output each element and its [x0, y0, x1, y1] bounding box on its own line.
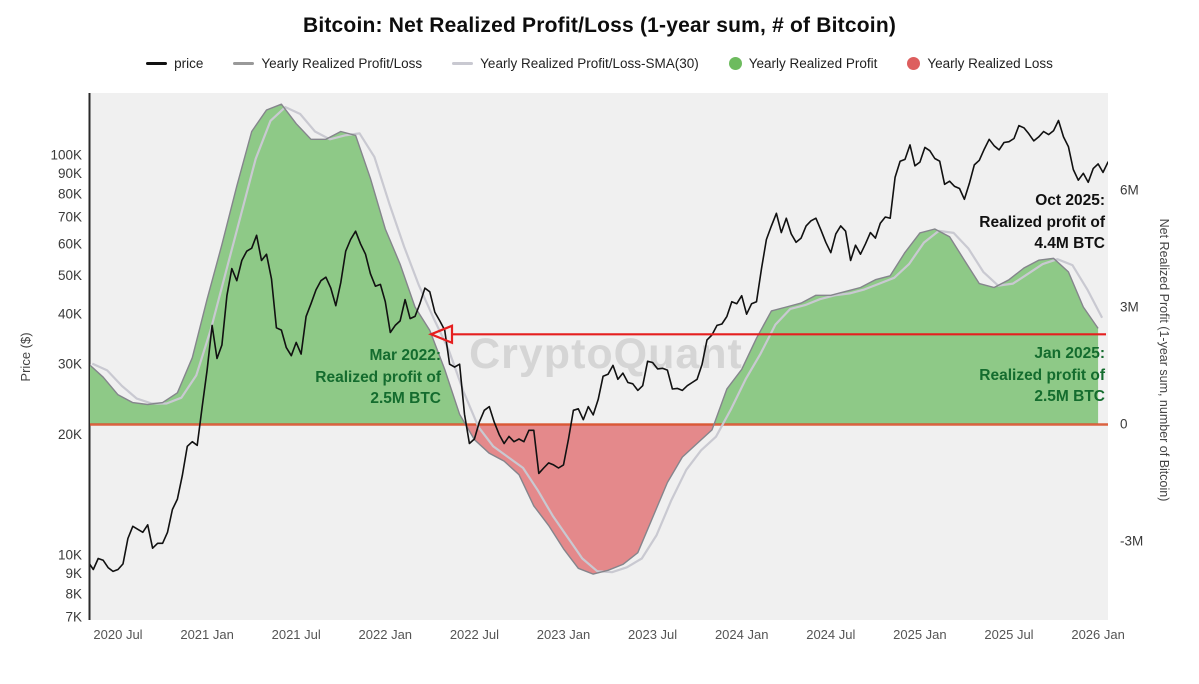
- legend-line-icon: [233, 62, 255, 65]
- legend-line-icon: [452, 62, 474, 65]
- y-left-tick: 90K: [58, 166, 82, 181]
- legend-item-yearly-realized-profit-loss[interactable]: Yearly Realized Profit/Loss: [233, 56, 422, 71]
- annotation-oct-2025: Oct 2025: Realized profit of 4.4M BTC: [979, 192, 1105, 252]
- legend-label: Yearly Realized Profit/Loss-SMA(30): [480, 56, 699, 71]
- nrpl-sma-line: [91, 105, 1104, 574]
- legend-line-icon: [146, 62, 168, 65]
- x-tick: 2023 Jan: [537, 627, 591, 642]
- y-left-tick: 30K: [58, 357, 82, 372]
- x-tick: 2024 Jul: [806, 627, 855, 642]
- y-left-tick: 20K: [58, 427, 82, 442]
- annotation-mar-2022: Mar 2022: Realized profit of 2.5M BTC: [315, 347, 441, 407]
- legend-item-yearly-realized-loss[interactable]: Yearly Realized Loss: [907, 56, 1053, 71]
- y-right-tick: 6M: [1120, 183, 1139, 198]
- legend-item-yearly-realized-profit-loss-sma-30-[interactable]: Yearly Realized Profit/Loss-SMA(30): [452, 56, 699, 71]
- y-left-tick: 100K: [50, 148, 82, 163]
- loss-area: [90, 424, 1099, 575]
- y-left-tick: 7K: [65, 610, 82, 625]
- x-tick: 2023 Jul: [628, 627, 677, 642]
- chart-title: Bitcoin: Net Realized Profit/Loss (1-yea…: [302, 14, 897, 37]
- x-tick: 2026 Jan: [1071, 627, 1125, 642]
- y-right-tick: 3M: [1120, 300, 1139, 315]
- y-left-axis-title: Price ($): [18, 332, 33, 381]
- legend-dot-icon: [728, 57, 742, 70]
- x-tick: 2025 Jan: [893, 627, 947, 642]
- y-left-tick: 40K: [58, 307, 82, 322]
- x-tick: 2022 Jul: [450, 627, 499, 642]
- x-tick: 2021 Jan: [180, 627, 234, 642]
- y-right-tick: 0: [1120, 417, 1128, 432]
- legend: price Yearly Realized Profit/Loss Yearly R…: [0, 56, 1199, 71]
- legend-label: Yearly Realized Profit/Loss: [261, 56, 423, 71]
- legend-label: Yearly Realized Loss: [927, 56, 1053, 71]
- annotation-arrow: [428, 324, 1106, 345]
- y-right-axis-title: Net Realized Profit (1-year sum, number …: [1157, 219, 1171, 502]
- x-tick: 2020 Jul: [93, 627, 142, 642]
- y-left-tick: 80K: [58, 186, 82, 201]
- price-line: [90, 119, 1108, 573]
- y-left-tick: 9K: [65, 566, 82, 581]
- nrpl-line: [90, 103, 1099, 575]
- y-left-tick: 10K: [58, 548, 82, 563]
- y-left-tick: 60K: [58, 236, 82, 251]
- x-tick: 2021 Jul: [272, 627, 321, 642]
- watermark: CryptoQuant: [469, 330, 743, 378]
- y-right-tick: -3M: [1120, 534, 1143, 549]
- y-left-tick: 70K: [58, 210, 82, 225]
- profit-area: [90, 104, 1099, 424]
- legend-item-yearly-realized-profit[interactable]: Yearly Realized Profit: [728, 56, 878, 71]
- legend-label: price: [174, 56, 204, 71]
- legend-item-price[interactable]: price: [146, 56, 203, 71]
- x-tick: 2025 Jul: [984, 627, 1033, 642]
- legend-dot-icon: [907, 57, 921, 70]
- y-left-tick: 50K: [58, 268, 82, 283]
- y-left-tick: 8K: [65, 586, 82, 601]
- y-axis-spine: [88, 93, 91, 620]
- x-tick: 2022 Jan: [359, 627, 413, 642]
- legend-label: Yearly Realized Profit: [748, 56, 878, 71]
- annotation-jan-2025: Jan 2025: Realized profit of 2.5M BTC: [979, 345, 1105, 405]
- x-tick: 2024 Jan: [715, 627, 769, 642]
